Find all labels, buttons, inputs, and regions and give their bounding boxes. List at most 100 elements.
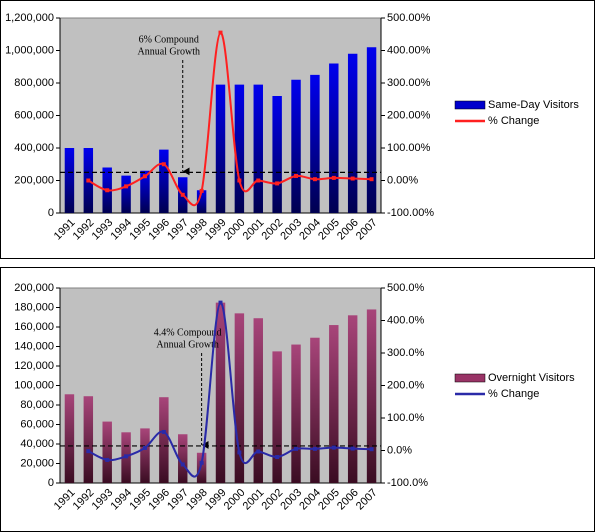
bar [159,149,169,213]
legend-label: % Change [488,115,539,127]
bar [196,452,207,483]
y2-tick-label: 0.00% [387,174,418,186]
line-marker [218,300,223,305]
line-marker [350,446,355,451]
legend-swatch [454,100,486,110]
line-marker [161,429,166,434]
line-marker [350,176,355,181]
y-tick-label: 60,000 [20,418,54,430]
y2-tick-label: 500.00% [387,12,431,24]
line-marker [256,449,261,454]
line-marker [105,457,110,462]
line-marker [180,462,185,467]
bar [347,315,358,483]
y-tick-label: 180,000 [14,301,54,313]
y-tick-label: 1,200,000 [5,12,54,24]
y-tick-label: 0 [48,207,54,219]
bar [253,318,263,483]
line-marker [369,177,374,182]
bar [366,47,377,213]
y-tick-label: 80,000 [20,399,54,411]
annotation: 6% Compound [139,34,199,45]
y-tick-label: 20,000 [20,457,54,469]
bar [329,325,339,483]
bar [64,394,75,483]
y-tick-label: 200,000 [14,174,54,186]
y-tick-label: 160,000 [14,321,54,333]
legend-label: Overnight Visitors [488,372,575,384]
bar [234,84,245,213]
y-tick-label: 1,000,000 [5,44,54,56]
y2-tick-label: 500.0% [387,282,425,294]
y2-tick-label: 100.00% [387,142,431,154]
y-tick-label: 100,000 [14,379,54,391]
y-tick-label: 120,000 [14,360,54,372]
bar [140,170,150,213]
y2-tick-label: 0.0% [387,444,412,456]
y-tick-label: 40,000 [20,438,54,450]
y2-tick-label: 300.0% [387,347,425,359]
y2-tick-label: 400.00% [387,44,431,56]
line-marker [180,192,185,197]
line-marker [331,175,336,180]
annotation: Annual Growth [156,339,219,350]
line-marker [294,173,299,178]
line-series [87,31,372,207]
line-marker [86,449,91,454]
y-tick-label: 600,000 [14,109,54,121]
line-marker [124,184,129,189]
line-marker [86,178,91,183]
y-tick-label: 200,000 [14,282,54,294]
y-tick-label: 800,000 [14,77,54,89]
line-marker [105,188,110,193]
bar [102,421,112,483]
y-tick-label: 400,000 [14,142,54,154]
bar [291,344,301,483]
y2-tick-label: 100.0% [387,412,425,424]
line-marker [124,454,129,459]
line-marker [199,188,204,193]
y2-tick-label: 300.00% [387,77,431,89]
line-marker [312,177,317,182]
y2-tick-label: -100.0% [387,477,428,489]
bar [347,53,358,213]
line-marker [256,178,261,183]
bar [253,84,263,213]
y2-tick-label: 200.0% [387,379,425,391]
bar [121,175,131,213]
y2-tick-label: 400.0% [387,314,425,326]
legend-label: % Change [488,388,539,400]
line-marker [369,447,374,452]
line-marker [142,445,147,450]
bar [83,396,94,483]
bar [291,79,301,213]
line-marker [218,30,223,35]
bar [215,302,226,483]
bar [64,148,75,213]
y2-tick-label: 200.00% [387,109,431,121]
bar [310,74,320,213]
y2-tick-label: -100.00% [387,207,434,219]
line-marker [312,446,317,451]
bar [272,96,282,213]
bar [234,313,245,483]
bar [140,428,150,483]
line-marker [237,178,242,183]
line-marker [294,446,299,451]
annotation: 4.4% Compound [154,327,222,338]
line-marker [331,445,336,450]
y-tick-label: 140,000 [14,340,54,352]
line-marker [142,174,147,179]
legend-label: Same-Day Visitors [488,99,579,111]
bar [366,309,377,483]
line-marker [199,460,204,465]
bar [196,190,207,213]
y-tick-label: 0 [48,477,54,489]
annotation: Annual Growth [137,46,200,57]
line-marker [237,450,242,455]
line-marker [275,455,280,459]
line-marker [275,181,280,186]
line-marker [161,162,166,167]
bar [310,337,320,483]
